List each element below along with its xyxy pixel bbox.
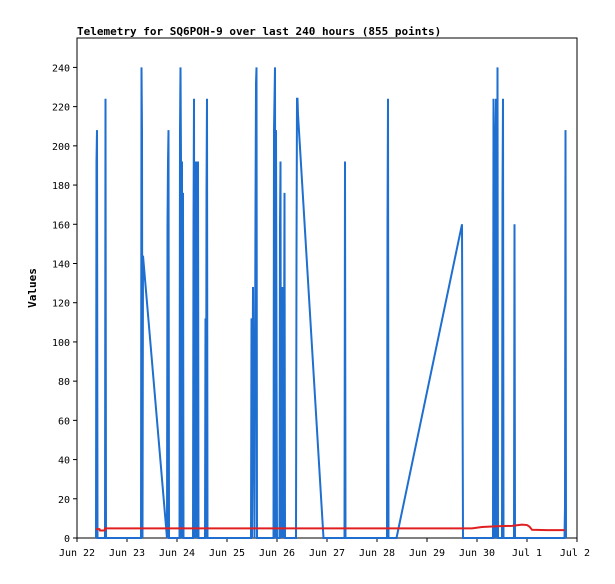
x-tick-label: Jun 25 xyxy=(209,548,245,559)
y-tick-label: 120 xyxy=(52,299,70,310)
y-axis-label: Values xyxy=(26,268,39,308)
chart-title: Telemetry for SQ6POH-9 over last 240 hou… xyxy=(77,25,441,38)
x-tick-label: Jun 22 xyxy=(59,548,95,559)
y-axis: 0 20 40 60 80 100 120 140 160 180 200 220 240 xyxy=(52,63,77,545)
y-tick-label: 180 xyxy=(52,181,70,192)
x-tick-label: Jun 23 xyxy=(109,548,145,559)
y-tick-label: 0 xyxy=(64,534,70,545)
y-tick-label: 20 xyxy=(58,495,70,506)
y-tick-label: 40 xyxy=(58,456,70,467)
y-tick-label: 80 xyxy=(58,377,70,388)
y-tick-label: 220 xyxy=(52,103,70,114)
y-tick-label: 200 xyxy=(52,142,70,153)
series-line-1 xyxy=(95,67,567,539)
x-tick-label: Jul 2 xyxy=(560,548,590,559)
x-tick-label: Jun 30 xyxy=(459,548,495,559)
y-tick-label: 240 xyxy=(52,63,70,74)
series-line-2 xyxy=(96,523,565,532)
series-layer xyxy=(95,67,567,539)
x-tick-label: Jul 1 xyxy=(512,548,542,559)
x-tick-label: Jun 29 xyxy=(409,548,445,559)
y-tick-label: 60 xyxy=(58,416,70,427)
x-tick-label: Jun 28 xyxy=(359,548,395,559)
x-tick-label: Jun 27 xyxy=(309,548,345,559)
x-axis: Jun 22 Jun 23 Jun 24 Jun 25 Jun 26 Jun 27 Jun … xyxy=(59,538,590,559)
y-tick-label: 140 xyxy=(52,259,70,270)
y-tick-label: 100 xyxy=(52,338,70,349)
x-tick-label: Jun 24 xyxy=(159,548,195,559)
y-tick-label: 160 xyxy=(52,220,70,231)
x-tick-label: Jun 26 xyxy=(259,548,295,559)
